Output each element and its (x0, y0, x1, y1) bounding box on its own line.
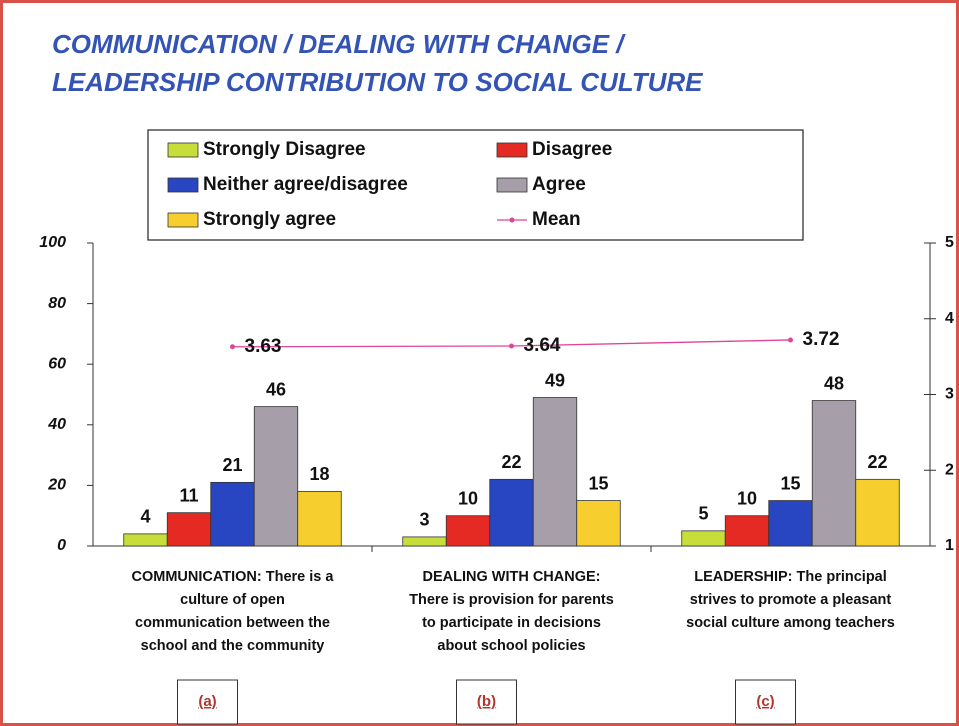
bar (724, 515, 770, 547)
bar-label: 15 (780, 473, 800, 493)
mean-point (230, 344, 235, 350)
bar (402, 536, 447, 547)
panel-label: (c) (756, 693, 774, 710)
bar-label: 3 (419, 510, 429, 530)
bar-label: 22 (867, 452, 887, 472)
bar-label: 46 (266, 379, 286, 399)
bar-label: 21 (222, 455, 242, 475)
bar-label: 22 (501, 452, 521, 472)
panel-box (735, 679, 796, 725)
bar (576, 500, 621, 547)
legend-swatch (496, 177, 528, 193)
y-tick-label: 40 (47, 416, 66, 433)
bar-label: 5 (698, 504, 708, 524)
x-tick-label: social culture among teachers (686, 615, 895, 631)
bar-label: 48 (824, 373, 844, 393)
panel-box (456, 679, 517, 725)
chart-title: COMMUNICATION / DEALING WITH CHANGE / (52, 29, 626, 59)
legend-label: Strongly agree (203, 209, 336, 230)
legend-label: Strongly Disagree (203, 139, 366, 160)
y-tick-label: 80 (48, 295, 66, 312)
legend-swatch (167, 177, 199, 193)
bar-label: 49 (545, 370, 565, 390)
bar (445, 515, 491, 547)
bar (253, 406, 299, 547)
x-tick-label: LEADERSHIP: The principal (694, 569, 887, 585)
y-tick-label: 0 (57, 537, 66, 554)
legend-swatch (167, 142, 199, 158)
legend-label: Mean (532, 209, 581, 230)
x-tick-label: culture of open (180, 592, 285, 608)
y2-tick-label: 4 (945, 310, 954, 327)
bar (297, 491, 342, 547)
panel-label: (a) (198, 693, 216, 710)
bar (166, 512, 212, 547)
mean-point (788, 337, 793, 343)
y-tick-label: 60 (48, 355, 66, 372)
legend-point (509, 217, 515, 223)
bar (210, 481, 255, 547)
x-tick-label: strives to promote a pleasant (690, 592, 892, 608)
legend-label: Agree (532, 174, 586, 195)
y-tick-label: 100 (39, 234, 66, 251)
bar (123, 533, 168, 547)
chart-title: LEADERSHIP CONTRIBUTION TO SOCIAL CULTUR… (52, 67, 703, 97)
bar-label: 10 (737, 488, 757, 508)
bar (811, 400, 857, 547)
legend-swatch (496, 142, 528, 158)
x-tick-label: communication between the (135, 615, 330, 631)
bar-label: 11 (179, 485, 198, 505)
legend-label: Disagree (532, 139, 612, 160)
bar-label: 18 (309, 464, 329, 484)
panel-box (177, 679, 238, 725)
panel-label: (b) (477, 693, 496, 710)
bar (532, 397, 578, 547)
legend-label: Neither agree/disagree (203, 174, 408, 195)
mean-label: 3.64 (524, 335, 561, 356)
bar (489, 478, 534, 547)
y2-tick-label: 2 (945, 461, 954, 478)
legend-swatch (167, 212, 199, 228)
x-tick-label: to participate in decisions (422, 615, 601, 631)
bar (681, 530, 726, 547)
mean-label: 3.72 (803, 329, 840, 350)
y2-tick-label: 1 (945, 537, 954, 554)
bar (768, 500, 813, 547)
bar-label: 15 (588, 473, 608, 493)
x-tick-label: DEALING WITH CHANGE: (422, 569, 600, 585)
mean-label: 3.63 (245, 336, 282, 357)
bar (855, 478, 900, 547)
legend-box (147, 129, 804, 241)
x-tick-label: COMMUNICATION: There is a (132, 569, 335, 585)
x-tick-label: about school policies (437, 638, 585, 654)
y2-tick-label: 3 (945, 386, 954, 403)
x-tick-label: There is provision for parents (409, 592, 614, 608)
y2-tick-label: 5 (945, 234, 954, 251)
bar-label: 4 (140, 507, 150, 527)
x-tick-label: school and the community (141, 638, 325, 654)
mean-point (509, 343, 514, 349)
y-tick-label: 20 (47, 477, 66, 494)
bar-label: 10 (458, 488, 478, 508)
